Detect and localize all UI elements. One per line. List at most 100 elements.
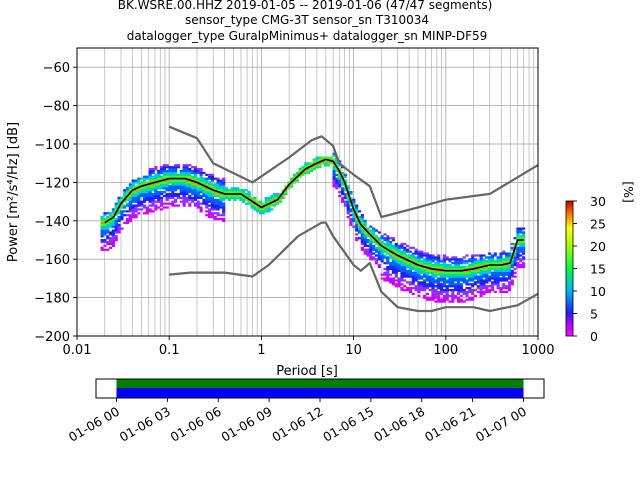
histogram-cell	[312, 158, 316, 161]
histogram-cell	[185, 198, 189, 201]
histogram-cell	[151, 183, 155, 186]
histogram-cell	[451, 300, 455, 303]
histogram-cell	[372, 248, 376, 251]
histogram-cell	[451, 262, 455, 265]
histogram-cell	[363, 250, 367, 253]
histogram-cell	[479, 271, 483, 274]
histogram-cell	[196, 168, 200, 171]
histogram-cell	[459, 275, 463, 278]
histogram-cell	[349, 204, 353, 207]
histogram-cell	[349, 221, 353, 224]
histogram-cell	[343, 189, 347, 192]
histogram-cell	[403, 265, 407, 269]
histogram-cell	[408, 262, 412, 265]
histogram-cell	[244, 194, 248, 198]
histogram-cell	[151, 194, 155, 198]
histogram-cell	[137, 179, 141, 182]
histogram-cell	[193, 166, 198, 169]
histogram-cell	[369, 240, 373, 244]
histogram-cell	[114, 227, 118, 230]
histogram-cell	[437, 260, 441, 263]
histogram-cell	[391, 277, 396, 280]
histogram-cell	[182, 191, 186, 194]
histogram-cell	[411, 260, 415, 263]
x-axis-label: Period [s]	[276, 364, 338, 379]
histogram-cell	[380, 248, 384, 251]
histogram-cell	[219, 217, 223, 221]
histogram-cell	[425, 277, 429, 280]
histogram-cell	[123, 191, 127, 194]
histogram-cell	[196, 194, 200, 198]
histogram-cell	[451, 296, 455, 299]
histogram-cell	[298, 175, 302, 178]
histogram-cell	[340, 183, 345, 186]
histogram-cell	[114, 204, 118, 207]
histogram-cell	[191, 198, 195, 201]
timeline-tick-label: 01-07 00	[473, 404, 529, 445]
histogram-cell	[425, 260, 429, 263]
histogram-cell	[471, 265, 475, 269]
histogram-cell	[386, 273, 390, 276]
histogram-cell	[182, 196, 186, 200]
histogram-cell	[191, 175, 195, 178]
histogram-cell	[485, 271, 489, 274]
histogram-cell	[179, 179, 183, 182]
histogram-cell	[451, 298, 455, 301]
histogram-cell	[202, 198, 206, 201]
histogram-cell	[389, 244, 393, 248]
histogram-cell	[168, 196, 172, 200]
histogram-cell	[128, 210, 132, 213]
histogram-cell	[363, 240, 367, 244]
histogram-cell	[185, 200, 189, 203]
histogram-cell	[366, 235, 370, 238]
histogram-cell	[346, 212, 350, 215]
histogram-cell	[193, 179, 198, 182]
histogram-cell	[131, 185, 135, 188]
histogram-cell	[315, 166, 319, 169]
histogram-cell	[205, 206, 209, 209]
histogram-cell	[439, 271, 444, 274]
histogram-cell	[103, 239, 107, 242]
histogram-cell	[162, 175, 166, 178]
histogram-cell	[522, 258, 526, 261]
histogram-cell	[406, 250, 410, 253]
histogram-cell	[335, 177, 339, 180]
histogram-cell	[459, 300, 463, 303]
histogram-cell	[210, 198, 214, 201]
histogram-cell	[502, 277, 506, 280]
histogram-cell	[454, 267, 458, 271]
histogram-cell	[369, 254, 373, 257]
histogram-cell	[159, 169, 164, 173]
histogram-cell	[465, 254, 469, 257]
histogram-cell	[468, 283, 472, 286]
histogram-cell	[182, 189, 186, 192]
histogram-cell	[216, 187, 220, 190]
histogram-cell	[479, 285, 483, 288]
histogram-cell	[140, 181, 144, 184]
histogram-cell	[363, 235, 367, 238]
histogram-cell	[256, 210, 260, 213]
histogram-cell	[414, 248, 418, 251]
histogram-cell	[114, 231, 118, 234]
histogram-cell	[366, 227, 370, 230]
histogram-cell	[188, 173, 192, 176]
histogram-cell	[210, 177, 214, 180]
histogram-cell	[516, 265, 520, 269]
histogram-cell	[454, 287, 458, 290]
histogram-cell	[346, 208, 350, 211]
histogram-cell	[208, 214, 212, 217]
histogram-cell	[397, 283, 401, 286]
histogram-cell	[142, 177, 147, 180]
histogram-cell	[191, 185, 195, 188]
histogram-cell	[193, 187, 198, 190]
histogram-cell	[507, 252, 512, 255]
histogram-cell	[369, 244, 373, 248]
histogram-cell	[100, 231, 104, 234]
histogram-cell	[411, 265, 415, 269]
histogram-cell	[357, 227, 362, 230]
histogram-cell	[140, 183, 144, 186]
histogram-cell	[191, 181, 195, 184]
histogram-cell	[448, 300, 452, 303]
histogram-cell	[360, 235, 364, 238]
histogram-cell	[456, 296, 461, 299]
